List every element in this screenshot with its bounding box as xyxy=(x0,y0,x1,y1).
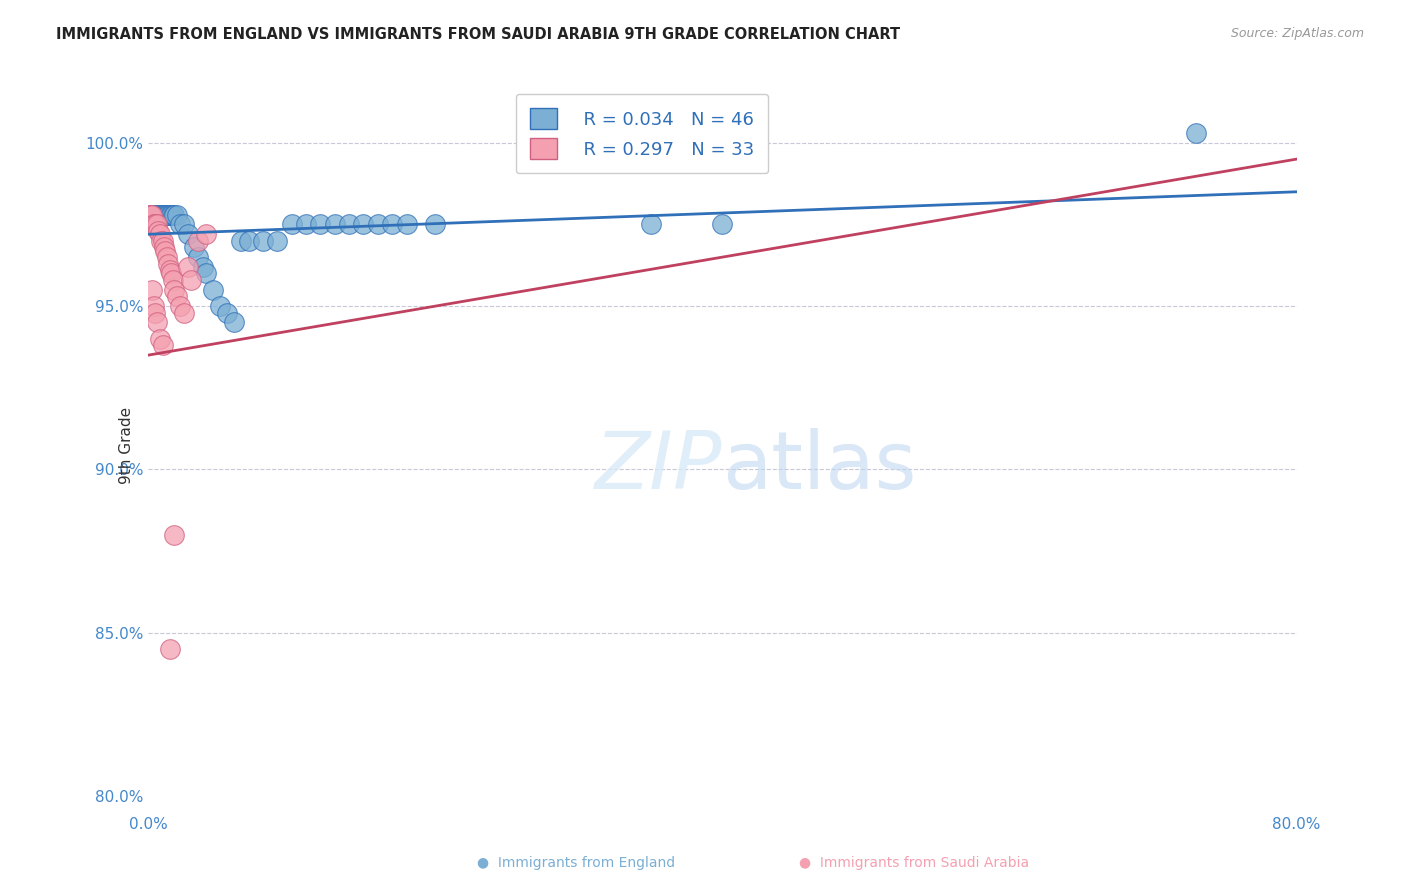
Point xyxy=(157,257,180,271)
Point xyxy=(169,299,191,313)
Point xyxy=(194,267,217,281)
Point xyxy=(177,260,200,274)
Point xyxy=(163,528,186,542)
Point xyxy=(309,218,332,232)
Point xyxy=(194,227,217,242)
Point xyxy=(166,208,188,222)
Text: IMMIGRANTS FROM ENGLAND VS IMMIGRANTS FROM SAUDI ARABIA 9TH GRADE CORRELATION CH: IMMIGRANTS FROM ENGLAND VS IMMIGRANTS FR… xyxy=(56,27,900,42)
Y-axis label: 9th Grade: 9th Grade xyxy=(120,407,134,483)
Point xyxy=(159,263,181,277)
Point xyxy=(142,299,165,313)
Point xyxy=(141,283,163,297)
Point xyxy=(138,208,160,222)
Point xyxy=(173,218,195,232)
Point xyxy=(217,306,239,320)
Point xyxy=(155,208,177,222)
Point xyxy=(143,306,166,320)
Text: Source: ZipAtlas.com: Source: ZipAtlas.com xyxy=(1230,27,1364,40)
Point xyxy=(280,218,302,232)
Point xyxy=(141,208,163,222)
Text: atlas: atlas xyxy=(723,428,917,506)
Point xyxy=(148,208,170,222)
Text: ZIP: ZIP xyxy=(595,428,723,506)
Point xyxy=(187,250,209,264)
Point xyxy=(139,208,162,222)
Point xyxy=(163,208,186,222)
Point xyxy=(150,234,173,248)
Point xyxy=(711,218,734,232)
Legend:   R = 0.034   N = 46,   R = 0.297   N = 33: R = 0.034 N = 46, R = 0.297 N = 33 xyxy=(516,94,768,173)
Point xyxy=(231,234,253,248)
Point xyxy=(381,218,404,232)
Point xyxy=(146,316,169,330)
Point xyxy=(146,208,169,222)
Point xyxy=(169,218,191,232)
Point xyxy=(173,306,195,320)
Point xyxy=(238,234,260,248)
Point xyxy=(266,234,288,248)
Point xyxy=(208,299,231,313)
Point xyxy=(150,208,173,222)
Point xyxy=(143,218,166,232)
Point xyxy=(177,227,200,242)
Point xyxy=(162,273,184,287)
Point xyxy=(142,208,165,222)
Point xyxy=(155,244,177,258)
Point xyxy=(191,260,214,274)
Point xyxy=(139,208,162,222)
Text: ●  Immigrants from Saudi Arabia: ● Immigrants from Saudi Arabia xyxy=(799,855,1029,870)
Point xyxy=(183,240,205,254)
Point xyxy=(152,208,174,222)
Point xyxy=(295,218,318,232)
Point xyxy=(159,208,181,222)
Point xyxy=(156,250,179,264)
Point xyxy=(156,208,179,222)
Point xyxy=(146,218,169,232)
Point xyxy=(1185,126,1208,140)
Text: ●  Immigrants from England: ● Immigrants from England xyxy=(478,855,675,870)
Point xyxy=(143,208,166,222)
Point xyxy=(180,273,202,287)
Point xyxy=(353,218,375,232)
Point xyxy=(162,208,184,222)
Point xyxy=(395,218,418,232)
Point xyxy=(149,332,172,346)
Point xyxy=(148,224,170,238)
Point xyxy=(153,240,176,254)
Point xyxy=(160,267,183,281)
Point xyxy=(142,218,165,232)
Point xyxy=(149,208,172,222)
Point xyxy=(367,218,389,232)
Point xyxy=(425,218,447,232)
Point xyxy=(187,234,209,248)
Point xyxy=(252,234,274,248)
Point xyxy=(152,234,174,248)
Point xyxy=(153,208,176,222)
Point xyxy=(152,338,174,352)
Point xyxy=(166,289,188,303)
Point xyxy=(159,642,181,657)
Point xyxy=(141,208,163,222)
Point xyxy=(337,218,360,232)
Point xyxy=(323,218,346,232)
Point xyxy=(201,283,224,297)
Point xyxy=(224,316,246,330)
Point xyxy=(163,283,186,297)
Point xyxy=(640,218,662,232)
Point xyxy=(157,208,180,222)
Point xyxy=(160,208,183,222)
Point xyxy=(149,227,172,242)
